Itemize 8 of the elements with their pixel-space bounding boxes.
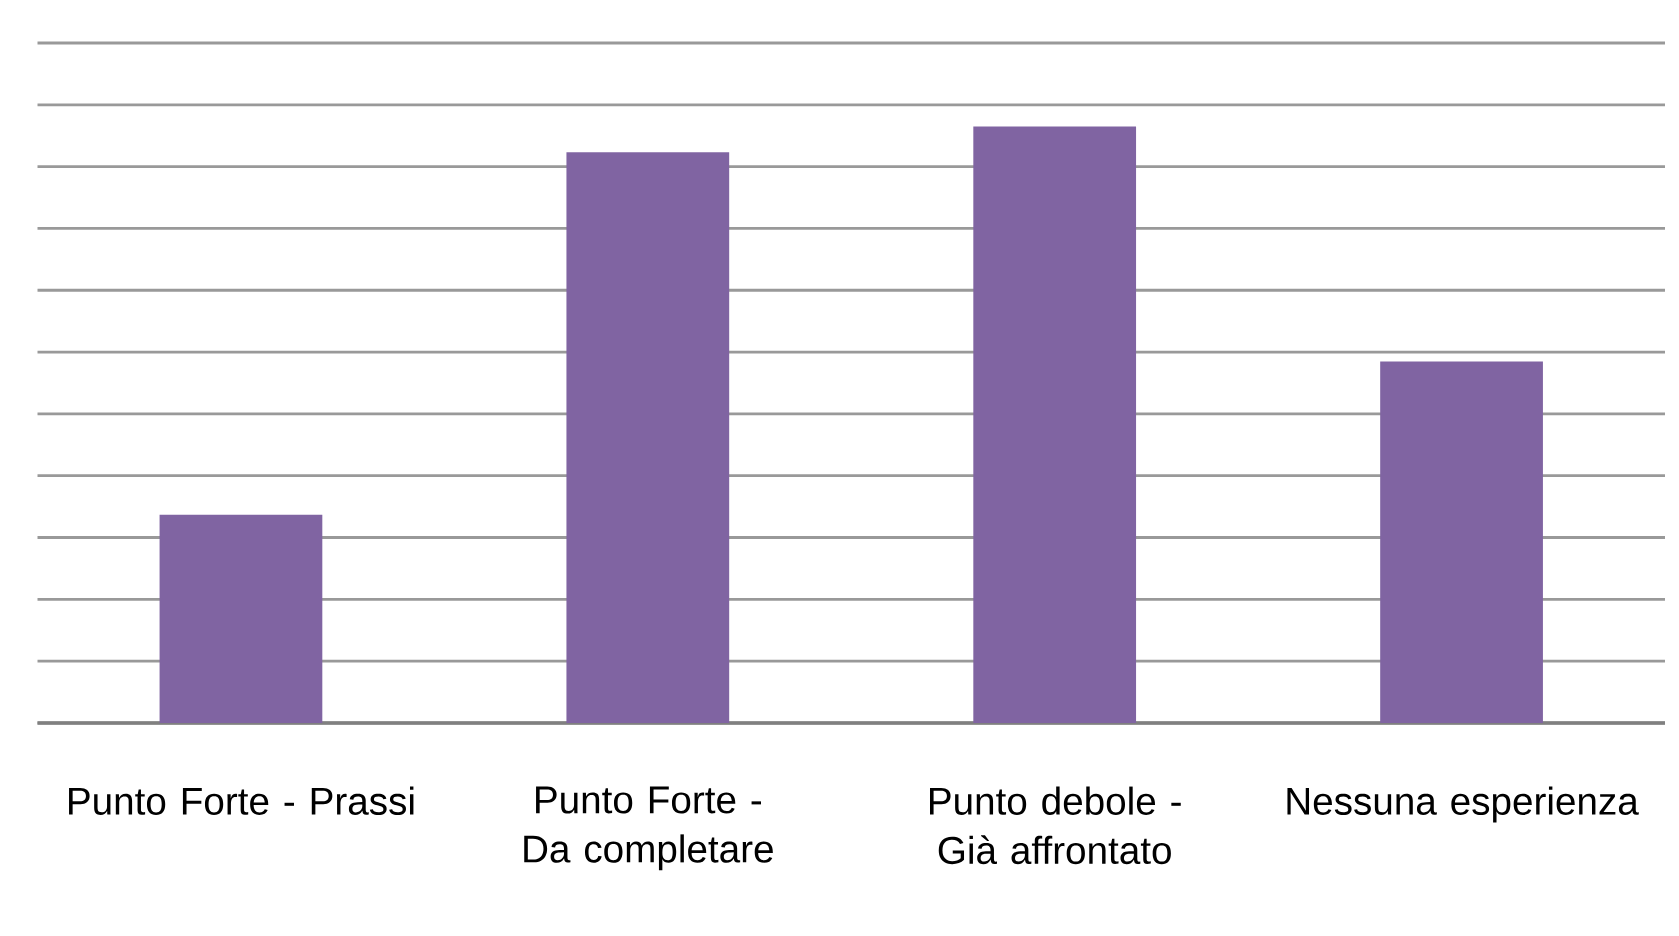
- bar: [566, 152, 730, 723]
- bar: [973, 126, 1137, 723]
- bar: [159, 514, 323, 723]
- x-tick-label: Punto Forte - Prassi: [69, 786, 414, 815]
- x-tick-label: Punto Forte - Da completare: [524, 786, 773, 871]
- bar: [1380, 361, 1543, 723]
- x-tick-label: Nessuna esperienza: [1287, 786, 1639, 823]
- x-tick-label: Punto debole - Già affrontato: [930, 786, 1181, 865]
